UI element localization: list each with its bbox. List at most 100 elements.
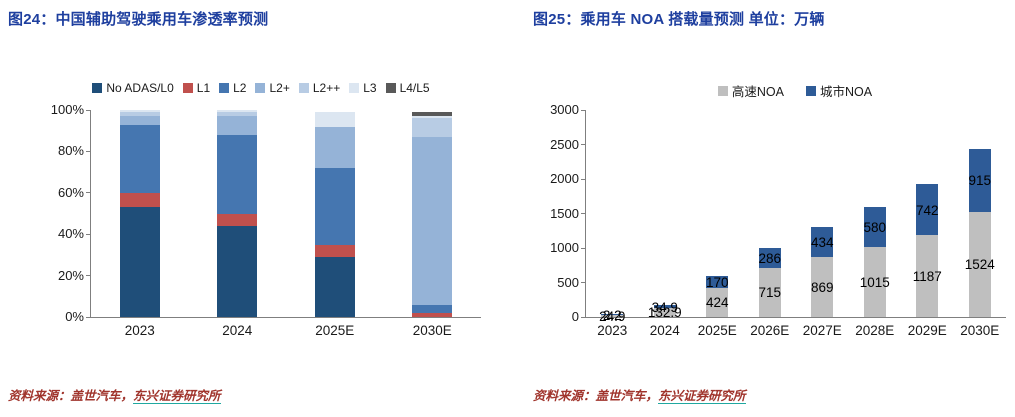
legend-swatch-icon [92,83,103,93]
legend-label: 高速NOA [731,85,784,99]
figure-24-legend: No ADAS/L0 L1 L2 L2+ L2++ L3 L4/L5 [36,81,486,95]
x-axis-label: 2024 [222,323,253,338]
legend-swatch-icon [298,83,309,93]
legend-item: L1 [182,81,211,95]
bar-segment [217,110,258,113]
y-axis-tick-label: 500 [557,274,579,290]
bar-segment [706,287,729,317]
x-axis-label: 2027E [802,323,842,338]
legend-swatch-icon [349,83,360,93]
y-axis-tick-mark [581,109,586,111]
y-axis-tick-label: 3000 [550,102,579,117]
figure-25-title: 图25：乘用车 NOA 搭载量预测 单位：万辆 [533,11,825,28]
bar-value-label: 1524 [964,257,995,273]
bar-value-label: 1187 [912,269,942,285]
bar-segment [412,116,453,119]
legend-label: L2++ [312,81,341,95]
x-axis-label: 2028E [855,323,895,338]
y-axis-tick-mark [86,192,91,194]
legend-swatch-icon [385,83,396,93]
bar-value-label: 132.9 [647,305,682,321]
x-axis-label: 2024 [649,323,680,338]
figure-24-source: 资料来源：盖世汽车，东兴证券研究所 [8,385,221,404]
y-axis-tick-label: 60% [57,184,84,200]
figure-24-plot: 0% 20% 40% 60% 80% 100% 2023 2024 2025E 2030E [51,102,481,338]
x-axis-label: 2023 [124,323,155,338]
legend-label: L1 [196,81,211,95]
legend-item: No ADAS/L0 [92,81,174,95]
bar-segment [412,312,453,317]
bar-segment [314,244,355,257]
legend-item: L2+ [255,81,290,95]
y-axis-tick-label: 40% [57,226,84,242]
y-axis-tick-label: 1500 [550,205,579,221]
bar-segment [968,148,991,212]
source-link[interactable]: 东兴证券研究所 [658,389,746,404]
y-axis-tick-mark [581,247,586,249]
bar-segment [811,227,834,258]
y-axis-tick-mark [581,178,586,180]
bar-segment [811,257,834,317]
x-axis-label: 2023 [597,323,628,338]
y-axis-tick-label: 0% [65,309,84,324]
y-axis-tick-mark [86,275,91,277]
legend-label: 城市NOA [820,85,873,99]
x-axis-label: 2029E [907,323,947,338]
legend-label: L3 [363,81,377,95]
y-axis-tick-label: 80% [57,143,84,159]
legend-swatch-icon [806,85,816,96]
bar-segment [758,247,781,268]
y-axis-tick-mark [581,213,586,214]
bar-value-label: 286 [758,250,782,266]
y-axis-tick-mark [86,150,91,152]
bar-value-label: 915 [968,173,992,189]
y-axis-tick-mark [581,316,586,318]
figure-24-title: 图24：中国辅助驾驶乘用车渗透率预测 [8,11,269,28]
bar-value-label: 170 [705,274,729,290]
y-axis-tick-mark [581,144,586,145]
y-axis-tick-label: 20% [57,267,84,283]
bar-value-label: 715 [758,285,782,301]
bar-value-label: 34.9 [651,299,678,315]
source-link[interactable]: 东兴证券研究所 [133,389,221,404]
y-axis-tick-label: 0 [571,309,579,324]
bar-segment [412,112,453,117]
legend-swatch-icon [219,83,230,93]
figure-25-source: 资料来源：盖世汽车，东兴证券研究所 [533,385,746,404]
bar-segment [119,110,160,113]
bar-segment [217,116,258,135]
legend-label: L2 [233,81,247,95]
bar-segment [314,167,355,245]
legend-item: L4/L5 [385,81,430,95]
bar-segment [217,134,258,214]
legend-item: L3 [349,81,377,95]
x-axis-label: 2030E [960,323,1000,338]
bar-segment [217,112,258,117]
source-body: 盖世汽车， [70,389,134,403]
bar-segment [412,304,453,313]
legend-item: L2++ [298,81,341,95]
bar-value-label: 424 [705,295,729,311]
bar-segment [119,116,160,125]
bar-segment [217,225,258,317]
bar-segment [314,112,355,127]
bar-value-label: 434 [810,235,834,251]
bar-segment [314,126,355,168]
bar-segment [863,206,886,247]
y-axis-tick-mark [86,233,91,235]
bar-segment [119,192,160,208]
bar-segment [863,246,886,317]
y-axis-tick-label: 1000 [550,240,579,255]
source-label: 资料来源： [533,389,596,403]
legend-label: L2+ [269,81,290,95]
y-axis-tick-label: 2500 [550,136,579,152]
y-axis-tick-label: 100% [50,102,84,117]
figure-25-panel: 图25：乘用车 NOA 搭载量预测 单位：万辆 高速NOA 城市NOA 0 500 1… [505,0,1015,417]
bar-segment [412,136,453,305]
bar-segment [916,183,939,236]
y-axis-tick-mark [86,109,91,111]
bar-segment [119,112,160,117]
legend-label: No ADAS/L0 [106,81,174,95]
bar-segment [758,267,781,317]
x-axis-label: 2025E [315,323,355,338]
